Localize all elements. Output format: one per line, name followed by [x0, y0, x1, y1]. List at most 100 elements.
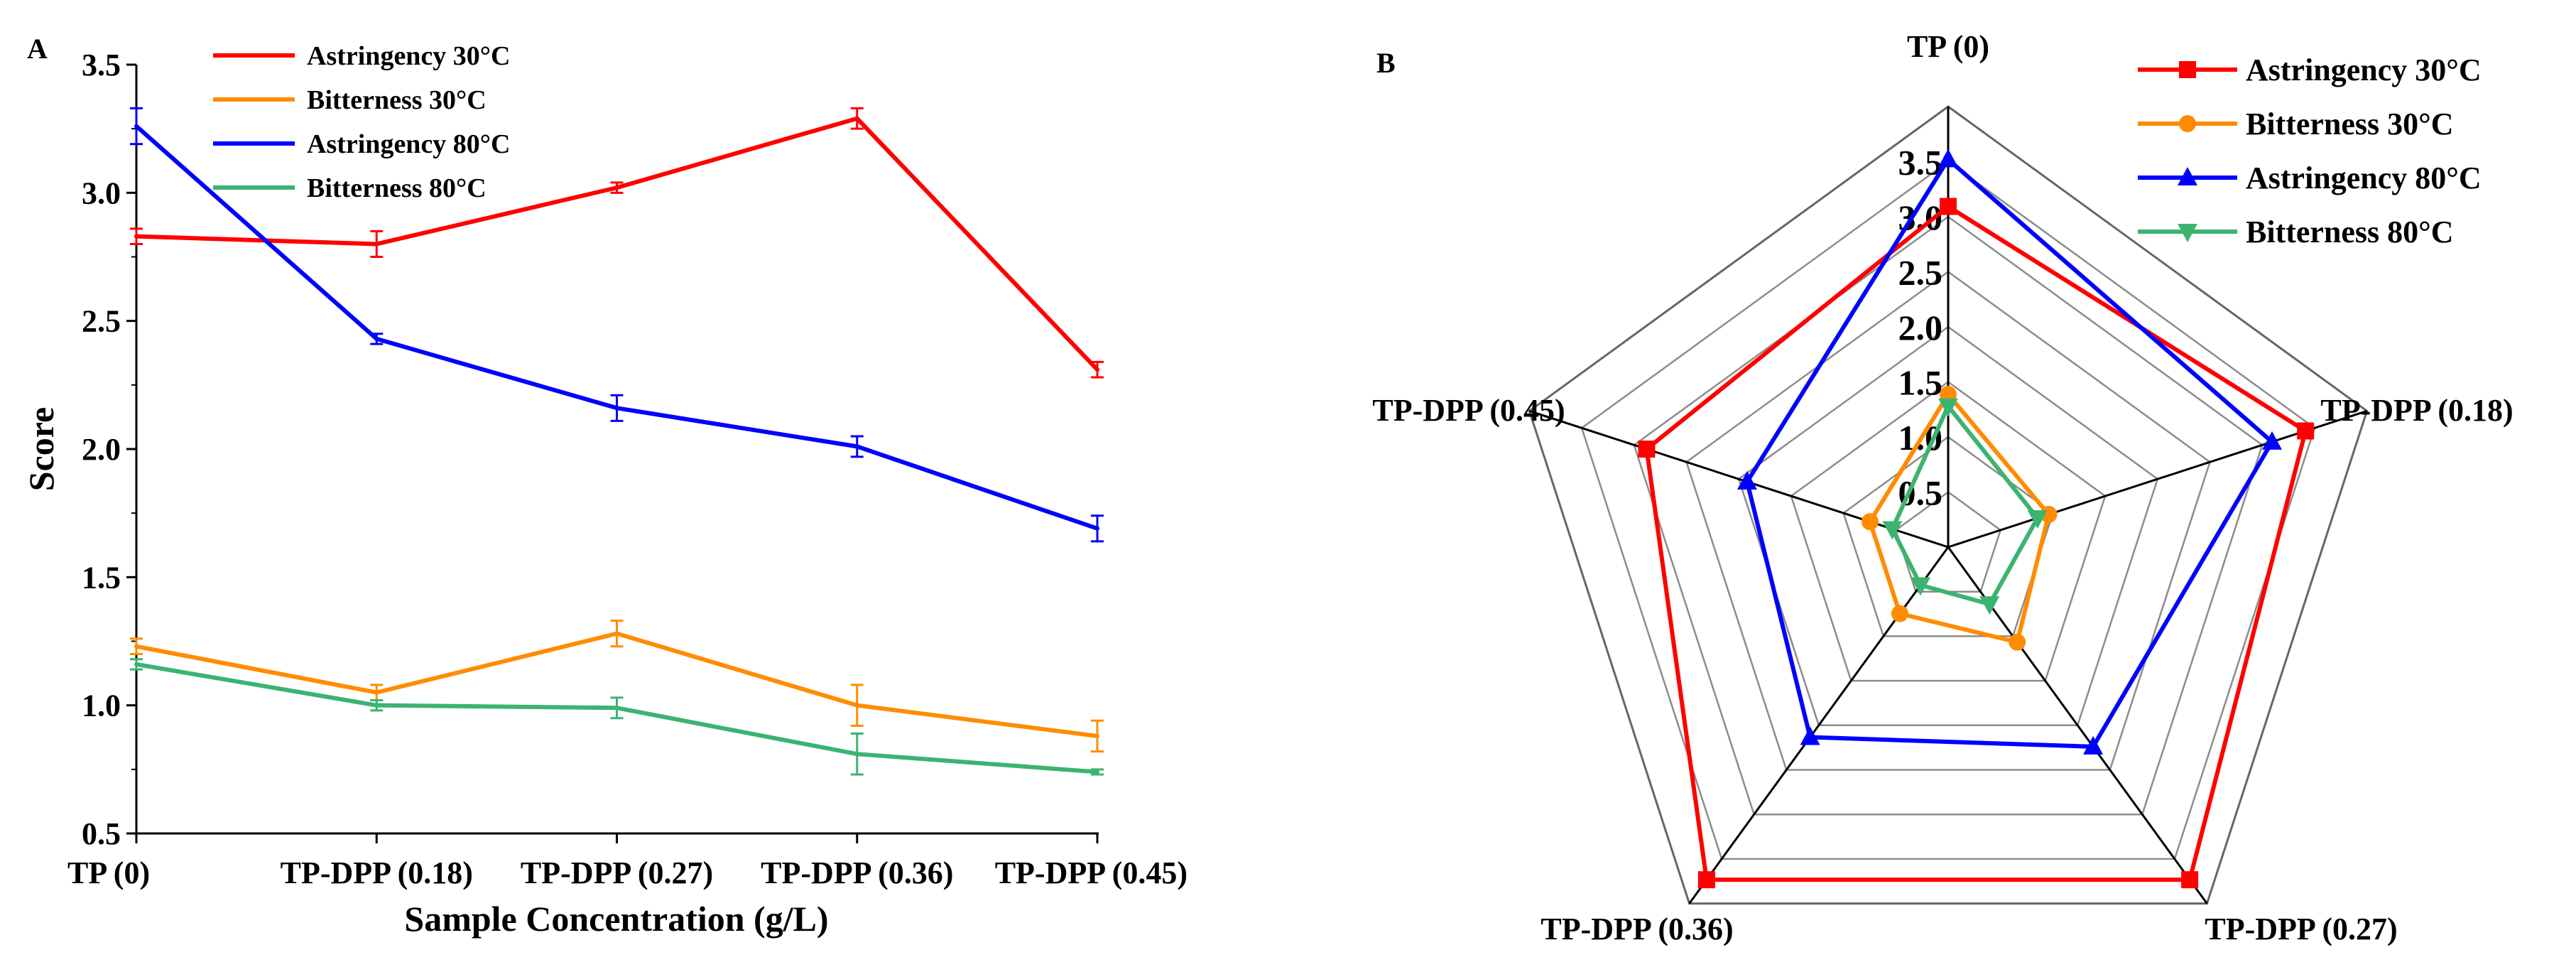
data-point: [1095, 770, 1099, 774]
legend-label: Bitterness 80°C: [2246, 215, 2454, 249]
x-tick-label: TP-DPP (0.36): [761, 855, 953, 890]
panel-a-label: A: [27, 33, 48, 65]
radar-series-line: [1744, 157, 2274, 749]
legend-item-astringency-80-c: Astringency 80°C: [2138, 161, 2482, 195]
legend-label: Bitterness 80°C: [307, 173, 487, 203]
legend-label: Astringency 30°C: [2246, 53, 2482, 87]
y-tick-label: 0.5: [82, 816, 121, 851]
triangle-up-marker: [2178, 167, 2197, 185]
y-tick-label: 3.5: [82, 48, 121, 82]
square-marker: [2297, 422, 2315, 440]
triangle-down-marker: [1911, 577, 1931, 596]
triangle-down-marker: [2027, 510, 2048, 529]
triangle-down-marker: [1882, 521, 1903, 540]
radar-axis-label: TP (0): [1907, 29, 1989, 64]
data-point: [614, 406, 619, 411]
data-point: [1095, 733, 1099, 738]
data-point: [614, 706, 619, 711]
triangle-down-marker: [2178, 224, 2197, 242]
radial-tick-label: 1.5: [1898, 363, 1943, 403]
triangle-up-marker: [2262, 431, 2282, 450]
data-point: [374, 242, 379, 247]
data-point: [854, 116, 859, 121]
square-marker: [1697, 871, 1715, 889]
y-tick-label: 1.0: [82, 688, 121, 723]
circle-marker: [2040, 506, 2058, 524]
data-point: [854, 703, 859, 708]
square-marker: [2179, 61, 2196, 78]
data-point: [854, 752, 859, 757]
circle-marker: [2009, 633, 2026, 651]
data-point: [614, 185, 619, 190]
series-line: [136, 631, 1098, 738]
data-point: [134, 124, 138, 129]
radar-grid-ring: [1633, 215, 2263, 816]
legend-item-astringency-30-c: Astringency 30°C: [2138, 53, 2482, 87]
x-tick-label: TP-DPP (0.18): [281, 855, 473, 890]
legend-label: Astringency 30°C: [307, 41, 510, 71]
data-point: [374, 690, 379, 695]
square-marker: [1638, 441, 1656, 458]
data-point: [1095, 526, 1099, 531]
radar-series-line: [1890, 404, 2040, 607]
x-tick-label: TP-DPP (0.45): [995, 855, 1188, 890]
series-line: [136, 116, 1099, 372]
panel-b-label: B: [1376, 47, 1396, 79]
triangle-up-marker: [1737, 471, 1757, 490]
circle-marker: [1861, 513, 1879, 531]
radar-axis-label: TP-DPP (0.18): [2320, 393, 2513, 428]
circle-marker: [2179, 115, 2196, 132]
radar-grid-ring: [1528, 105, 2369, 905]
triangle-up-marker: [1938, 148, 1958, 168]
legend-item-bitterness-30-c: Bitterness 30°C: [2138, 107, 2454, 141]
triangle-up-marker: [2083, 735, 2104, 755]
radar-grid-ring: [1737, 325, 2159, 727]
y-tick-label: 3.0: [82, 176, 121, 210]
y-axis-label: Score: [21, 407, 61, 491]
radar-grid-ring: [1790, 380, 2107, 682]
data-point: [854, 444, 859, 449]
triangle-up-marker: [1800, 726, 1820, 745]
radar-axis-label: TP-DPP (0.27): [2205, 912, 2397, 946]
series-bitterness-80-c: [130, 658, 1104, 776]
triangle-down-marker: [1979, 596, 2000, 615]
radial-tick-label: 0.5: [1898, 473, 1943, 513]
data-point: [134, 234, 138, 239]
data-point: [1095, 367, 1099, 372]
legend-label: Astringency 80°C: [307, 129, 510, 159]
radar-axis-label: TP-DPP (0.36): [1540, 912, 1733, 946]
legend-item-bitterness-30-c: Bitterness 30°C: [213, 85, 487, 115]
series-astringency-80-c: [130, 107, 1104, 543]
y-tick-label: 2.0: [82, 432, 121, 467]
data-point: [134, 644, 138, 649]
radial-tick-label: 3.5: [1898, 143, 1943, 183]
x-tick-label: TP (0): [67, 855, 150, 890]
radial-tick-label: 2.5: [1898, 253, 1943, 293]
y-tick-label: 2.5: [82, 304, 121, 339]
x-axis-label: Sample Concentration (g/L): [404, 899, 828, 939]
radar-grid-ring: [1580, 160, 2316, 860]
square-marker: [1940, 198, 1957, 215]
panel-a-line-chart: A Score Sample Concentration (g/L) 0.5 1.…: [21, 33, 1188, 939]
radar-series-bitterness-30-c: [1861, 386, 2058, 651]
data-point: [374, 703, 379, 708]
triangle-down-marker: [1938, 398, 1958, 417]
radar-series-line: [1867, 392, 2051, 644]
legend-item-astringency-30-c: Astringency 30°C: [213, 41, 510, 71]
panel-b-radar-chart: B 0.51.01.52.02.53.03.5 TP (0)TP-DPP (0.…: [1372, 29, 2513, 946]
radar-axis-label: TP-DPP (0.45): [1372, 393, 1565, 428]
y-tick-label: 1.5: [82, 560, 121, 595]
legend-label: Astringency 80°C: [2246, 161, 2482, 195]
square-marker: [2181, 871, 2199, 889]
legend-label: Bitterness 30°C: [2246, 107, 2454, 141]
x-tick-label: TP-DPP (0.27): [521, 855, 713, 890]
legend-label: Bitterness 30°C: [307, 85, 487, 115]
radial-tick-label: 2.0: [1898, 308, 1943, 347]
data-point: [134, 662, 138, 666]
data-point: [614, 631, 619, 636]
series-astringency-30-c: [130, 107, 1104, 379]
circle-marker: [1891, 605, 1908, 622]
radar-grid-ring: [1685, 270, 2212, 771]
radar-series-astringency-30-c: [1638, 198, 2315, 889]
